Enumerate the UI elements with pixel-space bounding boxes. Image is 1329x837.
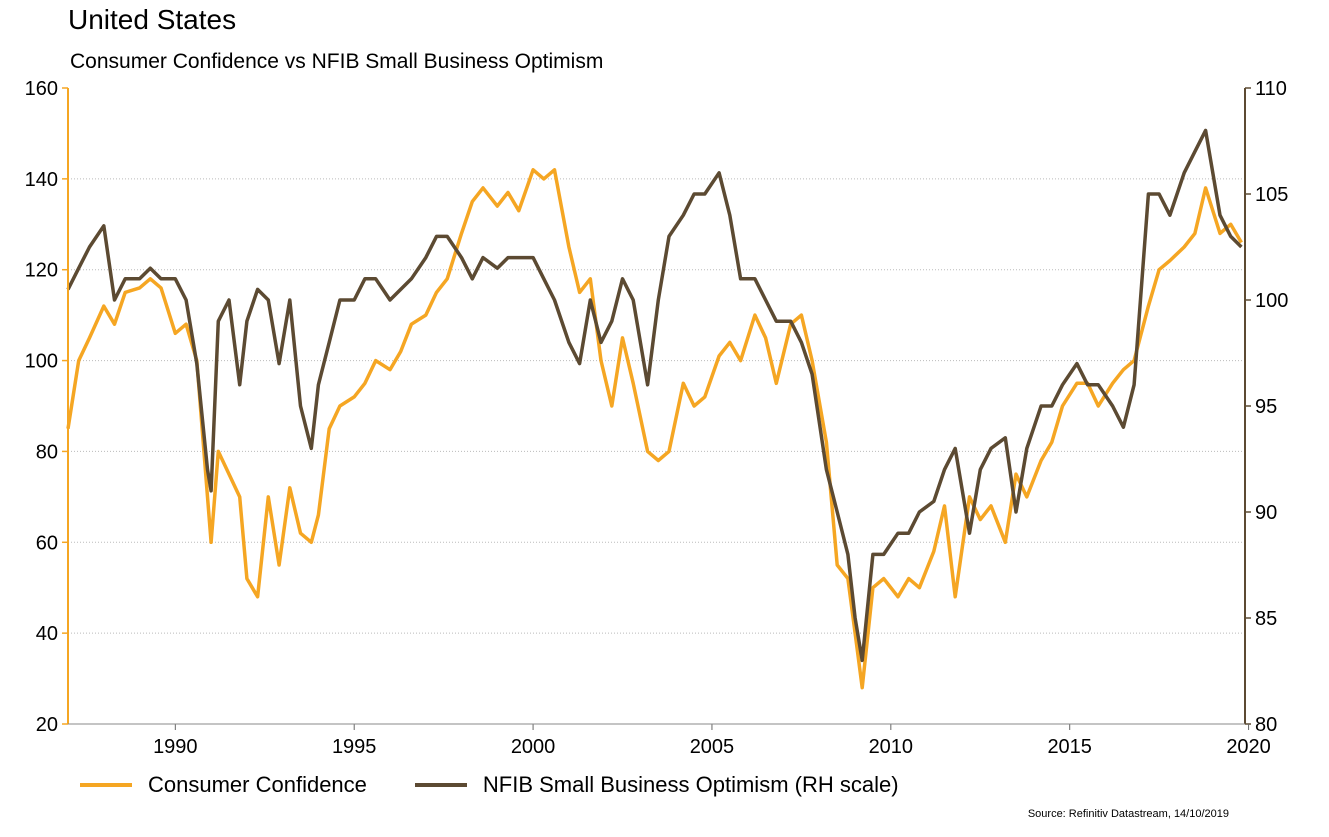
- y-left-tick-label: 20: [36, 714, 58, 736]
- y-right-tick-label: 85: [1255, 608, 1277, 630]
- y-left-tick-label: 60: [36, 532, 58, 554]
- x-tick-label: 1995: [332, 736, 377, 758]
- axes: [62, 87, 1251, 730]
- x-tick-label: 2000: [511, 736, 556, 758]
- x-tick-label: 2010: [869, 736, 914, 758]
- x-tick-label: 1990: [153, 736, 198, 758]
- series-line-consumer-confidence: [66, 168, 1243, 690]
- x-tick-label: 2020: [1226, 736, 1271, 758]
- chart-subtitle: Consumer Confidence vs NFIB Small Busine…: [70, 50, 604, 73]
- x-tick-label: 2005: [690, 736, 735, 758]
- series-line-nfib-optimism: [66, 128, 1243, 663]
- legend-label-nfib: NFIB Small Business Optimism (RH scale): [482, 772, 899, 797]
- y-right-tick-label: 110: [1255, 78, 1287, 100]
- y-left-tick-label: 40: [36, 623, 58, 645]
- legend: Consumer Confidence NFIB Small Business …: [80, 772, 947, 798]
- y-right-tick-label: 90: [1255, 502, 1277, 524]
- tick-labels: 20 40 60 80 100 120 140 160 80 85 90 95 100 105 110 199…: [25, 78, 1289, 758]
- legend-label-consumer: Consumer Confidence: [148, 772, 367, 797]
- y-left-tick-label: 160: [25, 78, 58, 100]
- x-tick-label: 2015: [1047, 736, 1092, 758]
- series-lines: [66, 128, 1243, 690]
- legend-item-consumer: Consumer Confidence: [80, 772, 367, 798]
- y-left-tick-label: 100: [25, 351, 58, 373]
- legend-swatch-nfib: [414, 783, 467, 787]
- chart-title: United States: [68, 4, 237, 35]
- source-note: Source: Refinitiv Datastream, 14/10/2019: [1027, 808, 1229, 820]
- legend-swatch-consumer: [80, 783, 132, 787]
- y-right-tick-label: 100: [1255, 290, 1288, 312]
- y-right-tick-label: 105: [1255, 184, 1288, 206]
- y-left-tick-label: 140: [25, 169, 58, 191]
- gridlines: [68, 178, 1245, 634]
- y-left-tick-label: 120: [25, 260, 58, 282]
- legend-item-nfib: NFIB Small Business Optimism (RH scale): [414, 772, 899, 798]
- y-right-tick-label: 95: [1255, 396, 1277, 418]
- y-right-tick-label: 80: [1255, 714, 1277, 736]
- line-chart: 20 40 60 80 100 120 140 160 80 85 90 95 100 105 110 199…: [25, 78, 1289, 758]
- y-left-tick-label: 80: [36, 441, 58, 463]
